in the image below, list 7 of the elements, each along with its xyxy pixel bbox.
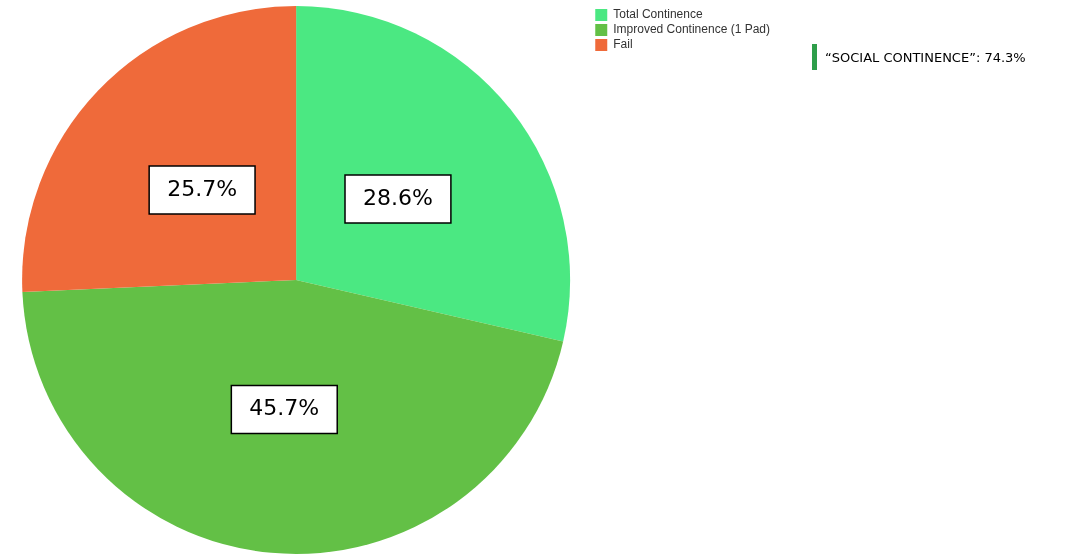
legend-label: Fail: [613, 37, 633, 52]
text: “SOCIAL CONTINENCE”: 74.3%: [825, 49, 1026, 65]
legend-label: Improved Continence (1 Pad): [613, 22, 770, 37]
data-label: 25.7%: [167, 175, 238, 201]
data-label: 45.7%: [249, 395, 320, 421]
data-label: 28.6%: [363, 184, 433, 210]
legend-label: Total Continence: [613, 7, 703, 22]
